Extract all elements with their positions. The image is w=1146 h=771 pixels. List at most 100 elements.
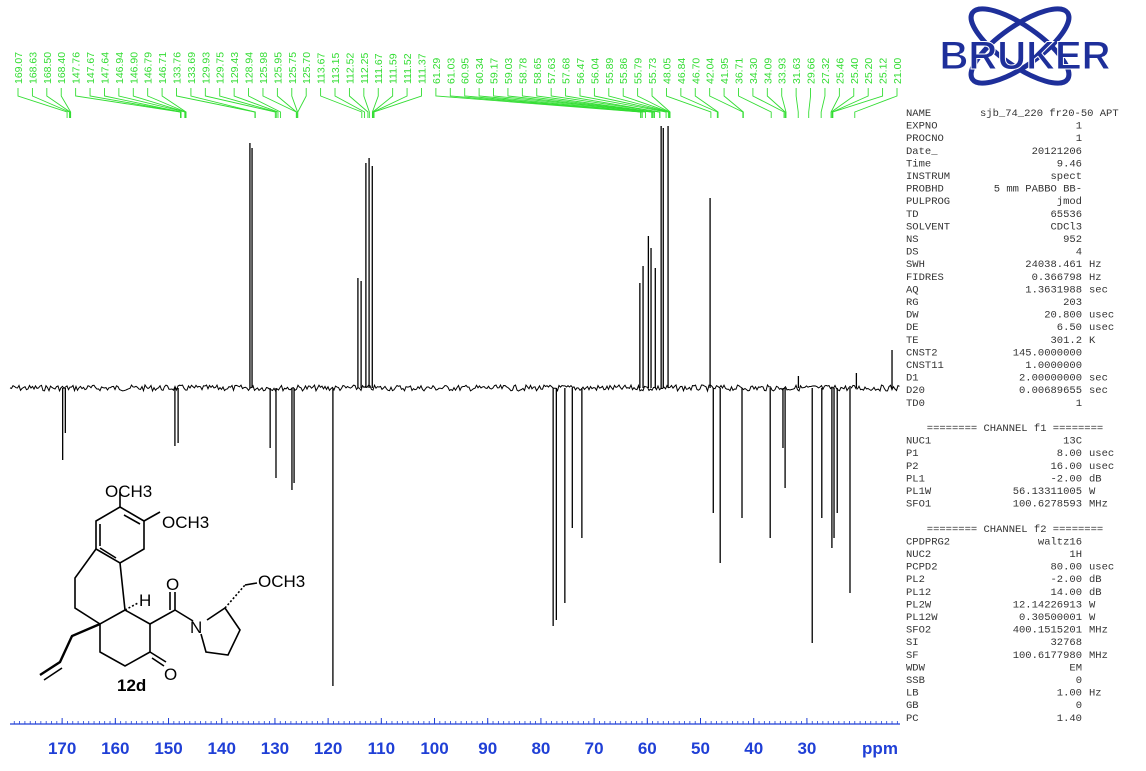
peak-label: 29.66 bbox=[806, 58, 818, 84]
peak-label-connector bbox=[132, 88, 186, 118]
parameter-value: 145.0000000 bbox=[1013, 347, 1082, 359]
peak-label-connector bbox=[830, 88, 855, 118]
x-tick-label: 150 bbox=[154, 739, 182, 758]
peak-label-connector bbox=[320, 88, 363, 118]
x-tick-label: 130 bbox=[261, 739, 289, 758]
parameter-unit: Hz bbox=[1089, 259, 1102, 271]
peak-label: 146.71 bbox=[157, 52, 169, 84]
peak-label: 111.37 bbox=[416, 53, 428, 84]
parameter-unit: usec bbox=[1089, 461, 1114, 473]
parameter-unit: W bbox=[1089, 612, 1096, 624]
peak-label: 55.79 bbox=[633, 58, 645, 84]
peak-label: 27.32 bbox=[820, 58, 832, 84]
peak-label-connector bbox=[651, 88, 671, 118]
peak-label: 129.93 bbox=[200, 52, 212, 84]
parameter-key: DW bbox=[906, 310, 919, 322]
peak-label-connector bbox=[709, 88, 744, 118]
peak-label: 60.95 bbox=[460, 58, 472, 84]
parameter-unit: dB bbox=[1089, 473, 1102, 485]
peak-label-connector bbox=[507, 88, 653, 118]
parameter-key: NUC1 bbox=[906, 436, 931, 448]
peak-label: 25.46 bbox=[834, 58, 846, 84]
peak-label-connector bbox=[31, 88, 70, 118]
x-tick-label: 70 bbox=[585, 739, 604, 758]
parameter-value: -2.00 bbox=[1050, 574, 1082, 586]
bond bbox=[43, 667, 63, 681]
parameter-value: 14.00 bbox=[1050, 587, 1082, 599]
peak-label: 21.00 bbox=[892, 58, 904, 84]
peak-label: 168.63 bbox=[27, 52, 39, 84]
parameter-value: 2.00000000 bbox=[1019, 373, 1082, 385]
peak-label: 48.05 bbox=[661, 58, 673, 84]
peak-label-connector bbox=[248, 88, 282, 118]
parameter-value: 0.366798 bbox=[1032, 272, 1082, 284]
logo-orbit bbox=[968, 6, 1072, 86]
x-tick-label: 40 bbox=[744, 739, 763, 758]
parameter-key: PL1 bbox=[906, 473, 925, 485]
peak-label-connector bbox=[579, 88, 667, 118]
peak-label-connector bbox=[147, 88, 187, 118]
atom-label: OCH3 bbox=[162, 513, 209, 532]
parameter-key: PL12 bbox=[906, 587, 931, 599]
parameter-unit: usec bbox=[1089, 448, 1114, 460]
bond bbox=[224, 584, 246, 609]
parameter-key: CNST11 bbox=[906, 360, 944, 372]
peak-label-connector bbox=[219, 88, 277, 118]
parameter-value: 12.14226913 bbox=[1013, 599, 1082, 611]
parameter-key: SFO1 bbox=[906, 499, 931, 511]
peak-label: 125.95 bbox=[272, 52, 284, 84]
peak-label-connector bbox=[233, 88, 279, 118]
bond bbox=[151, 657, 165, 667]
bond bbox=[95, 506, 145, 564]
parameter-value: 6.50 bbox=[1057, 322, 1082, 334]
parameter-key: SSB bbox=[906, 675, 925, 687]
peak-label-connector bbox=[781, 88, 787, 118]
peak-label-connector bbox=[832, 88, 884, 118]
parameter-unit: usec bbox=[1089, 310, 1114, 322]
parameter-key: PCPD2 bbox=[906, 562, 938, 574]
parameter-key: TD0 bbox=[906, 398, 925, 410]
x-tick-label: 30 bbox=[797, 739, 816, 758]
parameter-unit: MHz bbox=[1089, 625, 1108, 637]
parameter-value: 1.3631988 bbox=[1025, 284, 1082, 296]
peak-label-connector bbox=[161, 88, 187, 118]
peak-label: 56.47 bbox=[575, 58, 587, 84]
peak-label-connector bbox=[46, 88, 71, 118]
parameter-key: INSTRUM bbox=[906, 171, 950, 183]
peak-label: 129.43 bbox=[229, 52, 241, 84]
peak-label-connector bbox=[820, 88, 826, 118]
parameter-key: D1 bbox=[906, 373, 919, 385]
parameter-value: CDCl3 bbox=[1050, 221, 1082, 233]
peak-label: 55.89 bbox=[604, 58, 616, 84]
parameter-value: 5 mm PABBO BB- bbox=[994, 184, 1082, 196]
parameter-value: 1 bbox=[1076, 133, 1082, 145]
peak-label: 111.52 bbox=[402, 53, 414, 84]
peak-label: 112.52 bbox=[344, 53, 356, 84]
parameter-key: EXPNO bbox=[906, 121, 938, 133]
peak-label-connector bbox=[334, 88, 366, 118]
parameter-unit: dB bbox=[1089, 574, 1102, 586]
peak-label-connector bbox=[738, 88, 772, 118]
peak-label: 36.71 bbox=[733, 58, 745, 84]
peak-label-connector bbox=[297, 88, 307, 118]
peak-label-connector bbox=[854, 88, 898, 118]
peak-label-connector bbox=[752, 88, 785, 118]
parameter-unit: usec bbox=[1089, 562, 1114, 574]
parameter-unit: sec bbox=[1089, 373, 1108, 385]
peak-label: 55.86 bbox=[618, 58, 630, 84]
x-axis-label: ppm bbox=[862, 739, 898, 758]
parameter-value: 8.00 bbox=[1057, 448, 1082, 460]
bond bbox=[124, 602, 139, 611]
peak-label-connector bbox=[694, 88, 719, 118]
peak-label: 56.04 bbox=[589, 58, 601, 84]
peak-label: 147.67 bbox=[85, 52, 97, 84]
x-tick-label: 110 bbox=[368, 739, 395, 758]
parameter-key: PL2W bbox=[906, 599, 932, 611]
peak-label: 147.64 bbox=[99, 52, 111, 84]
parameter-key: NS bbox=[906, 234, 919, 246]
peak-label-connector bbox=[536, 88, 655, 118]
peak-label-connector bbox=[464, 88, 643, 118]
peak-label: 58.65 bbox=[532, 58, 544, 84]
peak-label-connector bbox=[565, 88, 661, 118]
